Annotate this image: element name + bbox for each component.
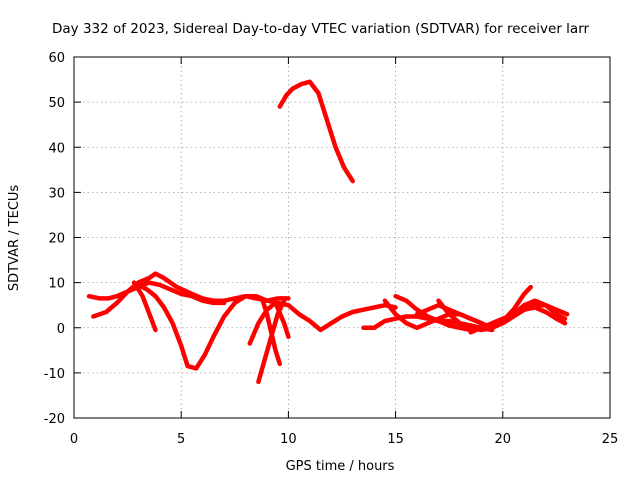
x-tick-label: 10 (280, 432, 297, 447)
series-line-arc-3 (136, 282, 291, 371)
axis-ticks (73, 56, 611, 419)
y-tick-label: -20 (44, 412, 65, 427)
series-line-arc-12 (436, 284, 533, 333)
y-tick-label: 10 (48, 277, 65, 292)
y-tick-label: -10 (44, 367, 65, 382)
y-tick-label: 20 (48, 232, 65, 247)
x-axis-label: GPS time / hours (286, 459, 395, 474)
series-line-arc-5 (247, 300, 291, 346)
series-line-arc-11 (414, 302, 495, 331)
y-axis-label: SDTVAR / TECUs (7, 185, 22, 292)
y-tick-label: 60 (48, 51, 65, 66)
series-line-arc-15 (511, 298, 568, 321)
series-line-arc-high (277, 79, 355, 184)
chart-title: Day 332 of 2023, Sidereal Day-to-day VTE… (52, 21, 590, 37)
x-tick-label: 0 (70, 432, 78, 447)
series-line-arc-2 (91, 271, 398, 333)
grid-lines (74, 57, 610, 418)
y-tick-label: 40 (48, 141, 65, 156)
y-axis-tick-labels: -20 -10 0 10 20 30 40 50 60 (44, 51, 65, 427)
series-line-arc-14 (489, 305, 568, 331)
x-tick-label: 15 (387, 432, 404, 447)
x-tick-label: 20 (495, 432, 512, 447)
x-axis-tick-labels: 0 5 10 15 20 25 (70, 432, 618, 447)
series-line-arc-4 (131, 280, 158, 333)
series-line-arc-7 (260, 298, 283, 367)
data-series (86, 79, 570, 385)
y-tick-label: 50 (48, 96, 65, 111)
x-tick-label: 25 (602, 432, 619, 447)
y-tick-label: 0 (57, 322, 65, 337)
y-tick-label: 30 (48, 186, 65, 201)
x-tick-label: 5 (177, 432, 185, 447)
